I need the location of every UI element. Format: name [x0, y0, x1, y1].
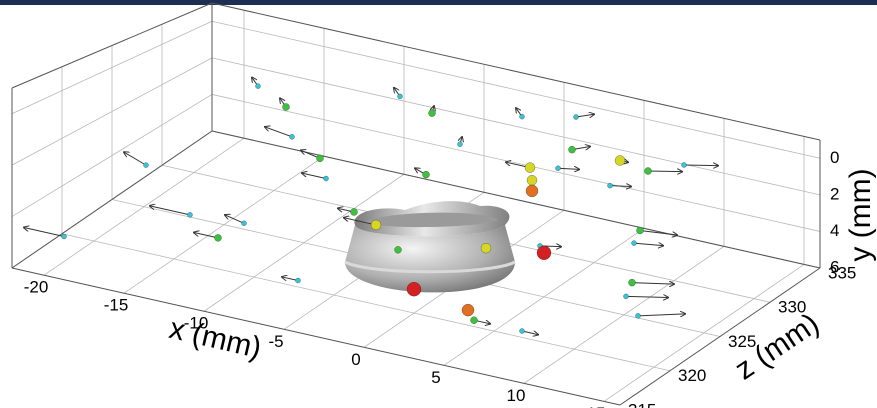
- particle: [555, 165, 561, 171]
- y-axis-title: y (mm): [844, 168, 877, 261]
- velocity-arrow: [633, 243, 663, 246]
- y-tick-label: 4: [830, 221, 839, 240]
- box-edge: [211, 2, 821, 141]
- velocity-arrow: [265, 127, 293, 138]
- particle: [607, 182, 613, 189]
- y-tick-label: 2: [830, 184, 839, 203]
- velocity-arrow: [639, 229, 677, 235]
- particle: [282, 103, 290, 111]
- velocity-arrow: [194, 233, 219, 239]
- particle: [316, 154, 324, 163]
- velocity-arrow: [344, 218, 377, 226]
- y-tick-label: 6: [830, 257, 839, 276]
- particle: [289, 134, 295, 140]
- particle: [370, 219, 382, 231]
- grid-line: [211, 20, 821, 159]
- particle: [394, 246, 402, 254]
- velocity-arrow: [150, 206, 191, 216]
- grid-line: [211, 57, 821, 196]
- particles-front: [24, 150, 685, 334]
- box-edge: [211, 130, 821, 269]
- particle: [422, 170, 430, 179]
- particle: [480, 242, 492, 254]
- particle: [457, 141, 463, 147]
- particle: [636, 226, 644, 235]
- z-tick-label: 335: [828, 263, 856, 282]
- z-tick-label: 315: [628, 400, 656, 408]
- x-tick-label: -20: [24, 278, 49, 297]
- velocity-arrow: [282, 277, 299, 282]
- grid-line: [11, 94, 213, 217]
- particle: [428, 109, 436, 117]
- particle: [519, 114, 525, 120]
- velocity-arrow: [637, 314, 685, 316]
- particle: [406, 282, 422, 297]
- velocity-arrow: [24, 228, 65, 238]
- z-tick-label: 330: [778, 298, 806, 317]
- particle: [628, 278, 636, 287]
- particle: [623, 293, 629, 300]
- particle: [241, 220, 247, 226]
- bubble: [344, 201, 516, 293]
- particle: [536, 245, 552, 260]
- velocity-arrow: [575, 114, 594, 117]
- grid-line: [11, 20, 213, 115]
- velocity-arrow: [557, 168, 579, 169]
- particle: [143, 162, 149, 168]
- particle: [524, 162, 536, 173]
- box-edge: [11, 267, 621, 406]
- grid: [11, 2, 821, 406]
- top-bar: [0, 0, 877, 5]
- x-axis-title: x (mm): [166, 312, 264, 365]
- particle: [187, 212, 193, 218]
- velocity-arrow: [647, 171, 682, 172]
- grid-line: [211, 94, 821, 232]
- particle: [614, 155, 626, 166]
- particle: [470, 316, 478, 324]
- velocity-arrow: [124, 152, 147, 166]
- particle: [526, 175, 538, 186]
- x-tick-label: -5: [268, 332, 283, 351]
- box-edge: [11, 2, 213, 89]
- box-edge: [619, 267, 821, 406]
- velocity-arrow: [631, 283, 674, 284]
- particle: [255, 83, 261, 89]
- z-tick-label: 325: [728, 332, 756, 351]
- particle: [214, 234, 222, 242]
- particle: [295, 277, 301, 284]
- velocity-arrow: [683, 165, 718, 166]
- x-tick-label: 10: [507, 386, 526, 405]
- velocity-arrow: [302, 173, 327, 180]
- grid-line: [11, 57, 213, 166]
- particle: [631, 240, 637, 246]
- particle: [525, 184, 539, 198]
- particle: [573, 114, 579, 120]
- particle: [681, 162, 687, 168]
- grid-line: [61, 233, 671, 372]
- particle: [397, 93, 403, 100]
- y-tick-label: 0: [830, 148, 839, 167]
- particle: [568, 146, 576, 154]
- x-tick-label: 0: [351, 350, 360, 369]
- particle: [323, 175, 329, 182]
- x-tick-label: 5: [431, 368, 440, 387]
- velocity-arrow: [625, 296, 668, 297]
- x-tick-label: -15: [104, 296, 129, 315]
- particle: [635, 313, 641, 319]
- velocity-arrow: [521, 330, 538, 335]
- x-tick-label: -10: [184, 314, 209, 333]
- particle: [644, 167, 652, 175]
- box-edge: [11, 130, 213, 269]
- particle: [61, 233, 67, 240]
- particle: [519, 328, 525, 334]
- velocity-arrow: [609, 186, 631, 187]
- velocity-arrow: [225, 215, 245, 224]
- particle: [461, 303, 475, 317]
- x-tick-label: 15: [587, 404, 606, 408]
- z-tick-label: 320: [678, 366, 706, 385]
- particles-back: [252, 78, 718, 246]
- particle: [350, 208, 358, 216]
